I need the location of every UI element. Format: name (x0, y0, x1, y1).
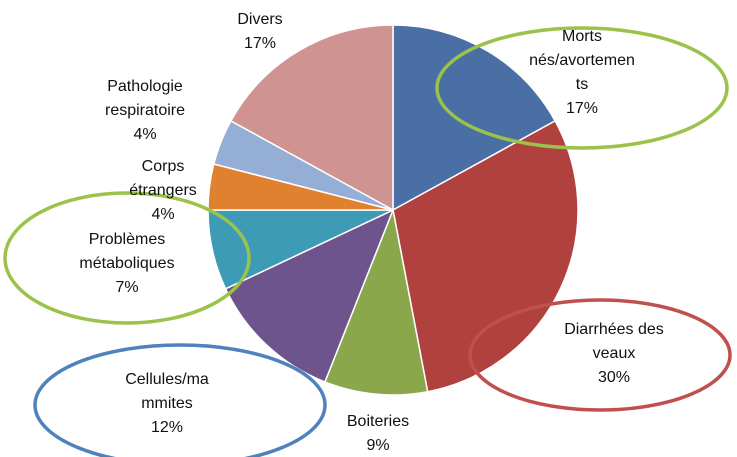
slice-label: Divers 17% (215, 8, 305, 56)
value-label: 4% (133, 126, 157, 143)
highlight-ellipse (3, 191, 251, 325)
category-label: Divers (237, 11, 283, 28)
category-label: Diarrhées des veaux (564, 321, 664, 362)
value-label: 7% (115, 279, 139, 296)
pie-slice (224, 208, 395, 383)
value-label: 4% (151, 206, 175, 223)
value-label: 30% (597, 369, 631, 386)
value-label: 12% (150, 419, 184, 436)
category-label: Morts nés/avortements (529, 28, 635, 93)
slice-label: Corps étrangers 4% (123, 155, 203, 227)
pie-slice (392, 119, 579, 393)
slice-label: Diarrhées des veaux 30% (554, 318, 674, 390)
value-label: 9% (366, 437, 390, 454)
category-label: Cellules/mammites (125, 371, 209, 412)
pie-slice (229, 24, 394, 212)
annotations (3, 26, 732, 457)
slice-label: Problèmes métaboliques 7% (72, 228, 182, 300)
pie-slice (392, 24, 557, 212)
highlight-ellipse (33, 343, 327, 457)
slice-label: Cellules/mammites 12% (122, 368, 212, 440)
slice-label: Pathologie respiratoire 4% (80, 75, 210, 147)
category-label: Problèmes métaboliques (79, 231, 175, 272)
pie-slice (323, 207, 429, 396)
value-label: 17% (565, 100, 599, 117)
category-label: Pathologie respiratoire (104, 78, 186, 119)
category-label: Corps étrangers (129, 158, 197, 199)
highlight-ellipse (435, 26, 729, 150)
slice-label: Morts nés/avortements 17% (527, 25, 637, 121)
highlight-ellipse (468, 298, 732, 412)
category-label: Boiteries (346, 413, 410, 430)
value-label: 17% (243, 35, 277, 52)
slice-label: Boiteries 9% (333, 410, 423, 457)
slices (207, 24, 579, 396)
